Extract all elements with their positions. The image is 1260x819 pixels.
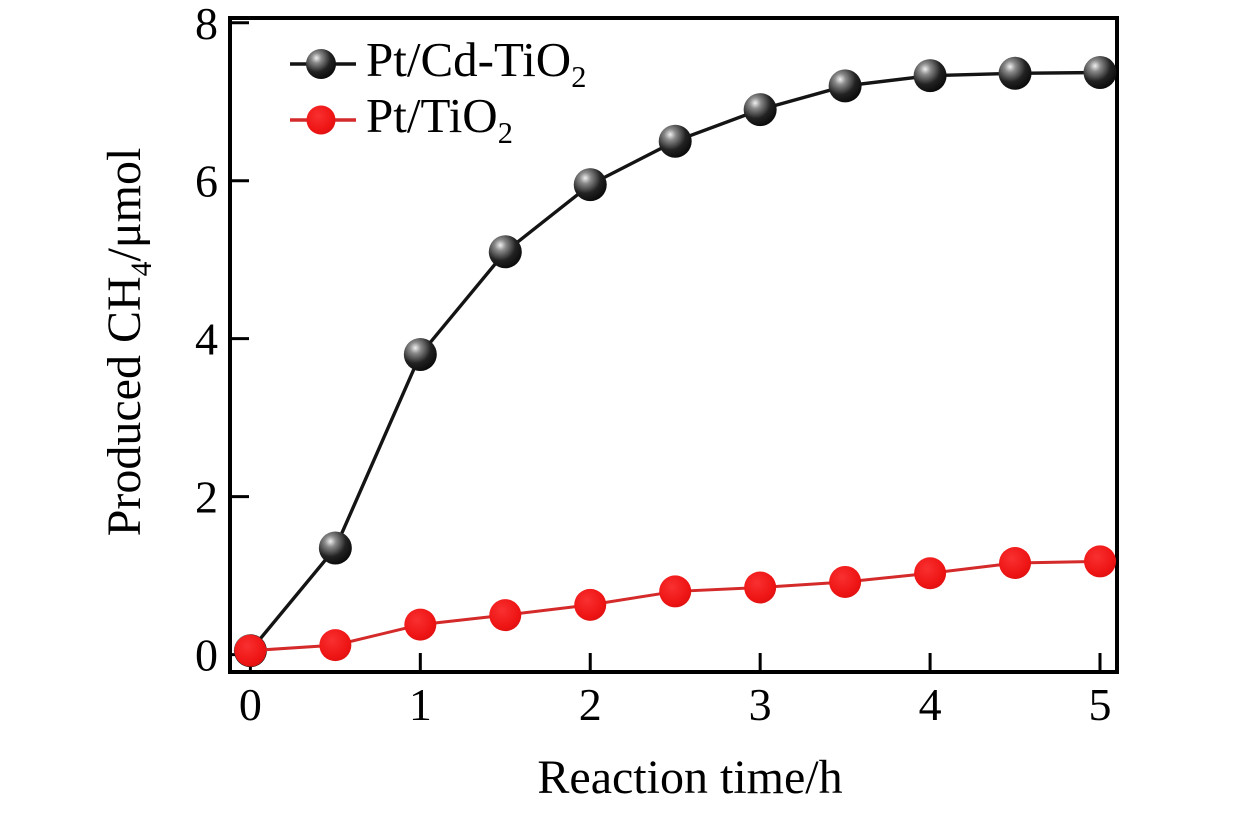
data-point-marker — [489, 599, 522, 632]
data-point-marker — [1083, 56, 1117, 89]
data-point-marker — [999, 547, 1032, 579]
legend-label-text: Pt/Cd-TiO — [366, 32, 572, 88]
data-point-marker — [998, 56, 1032, 90]
y-axis-title-subscript: 4 — [124, 261, 158, 277]
legend: Pt/Cd-TiO2 Pt/TiO2 — [288, 35, 586, 148]
data-point-marker — [234, 634, 267, 667]
data-point-marker — [574, 588, 607, 621]
y-tick-label: 4 — [195, 314, 218, 365]
legend-sphere-marker-icon — [288, 44, 358, 84]
data-point-marker — [319, 629, 352, 662]
legend-circle-marker-icon — [288, 100, 358, 140]
y-axis-title: Produced CH4/μmol — [97, 148, 159, 537]
data-point-marker — [403, 337, 437, 371]
y-axis-title-units: /μmol — [98, 147, 152, 262]
series-Pt/Cd-TiO2 — [233, 56, 1117, 668]
y-tick-label: 0 — [195, 630, 218, 681]
data-point-marker — [829, 565, 862, 598]
y-tick-label: 6 — [195, 156, 218, 207]
y-tick-label: 8 — [195, 0, 218, 49]
data-point-marker — [914, 557, 947, 590]
series-line — [249, 70, 1101, 652]
data-point-marker — [318, 531, 352, 565]
legend-item-pt-cd-tio2: Pt/Cd-TiO2 — [288, 35, 586, 92]
legend-label-pt-cd-tio2: Pt/Cd-TiO2 — [366, 35, 586, 92]
x-tick-label: 4 — [919, 679, 942, 730]
plot-border — [228, 16, 1119, 674]
series-Pt/TiO2 — [234, 545, 1117, 667]
data-point-marker — [404, 608, 437, 641]
data-point-marker — [659, 575, 692, 608]
legend-label-subscript: 2 — [571, 60, 587, 95]
data-point-marker — [828, 69, 862, 103]
data-point-marker — [573, 168, 607, 202]
x-tick-label: 1 — [409, 679, 432, 730]
legend-item-pt-tio2: Pt/TiO2 — [288, 91, 586, 148]
data-point-marker — [743, 93, 777, 127]
x-axis-title: Reaction time/h — [537, 751, 843, 804]
data-point-marker — [658, 124, 692, 158]
legend-label-text: Pt/TiO — [366, 88, 498, 144]
x-tick-label: 3 — [749, 679, 772, 730]
data-point-marker — [744, 571, 777, 604]
x-tick-label: 0 — [239, 679, 262, 730]
y-axis-title-text: Produced CH — [98, 276, 152, 537]
legend-label-pt-tio2: Pt/TiO2 — [366, 91, 513, 148]
x-tick-label: 5 — [1089, 679, 1112, 730]
data-point-marker — [488, 235, 522, 269]
tick-labels: 0 1 2 3 4 5 0 2 4 6 8 — [195, 0, 1112, 730]
data-point-marker — [913, 59, 947, 93]
data-point-marker — [1084, 545, 1117, 578]
y-tick-label: 2 — [195, 472, 218, 523]
x-tick-label: 2 — [579, 679, 602, 730]
legend-label-subscript: 2 — [497, 116, 513, 151]
